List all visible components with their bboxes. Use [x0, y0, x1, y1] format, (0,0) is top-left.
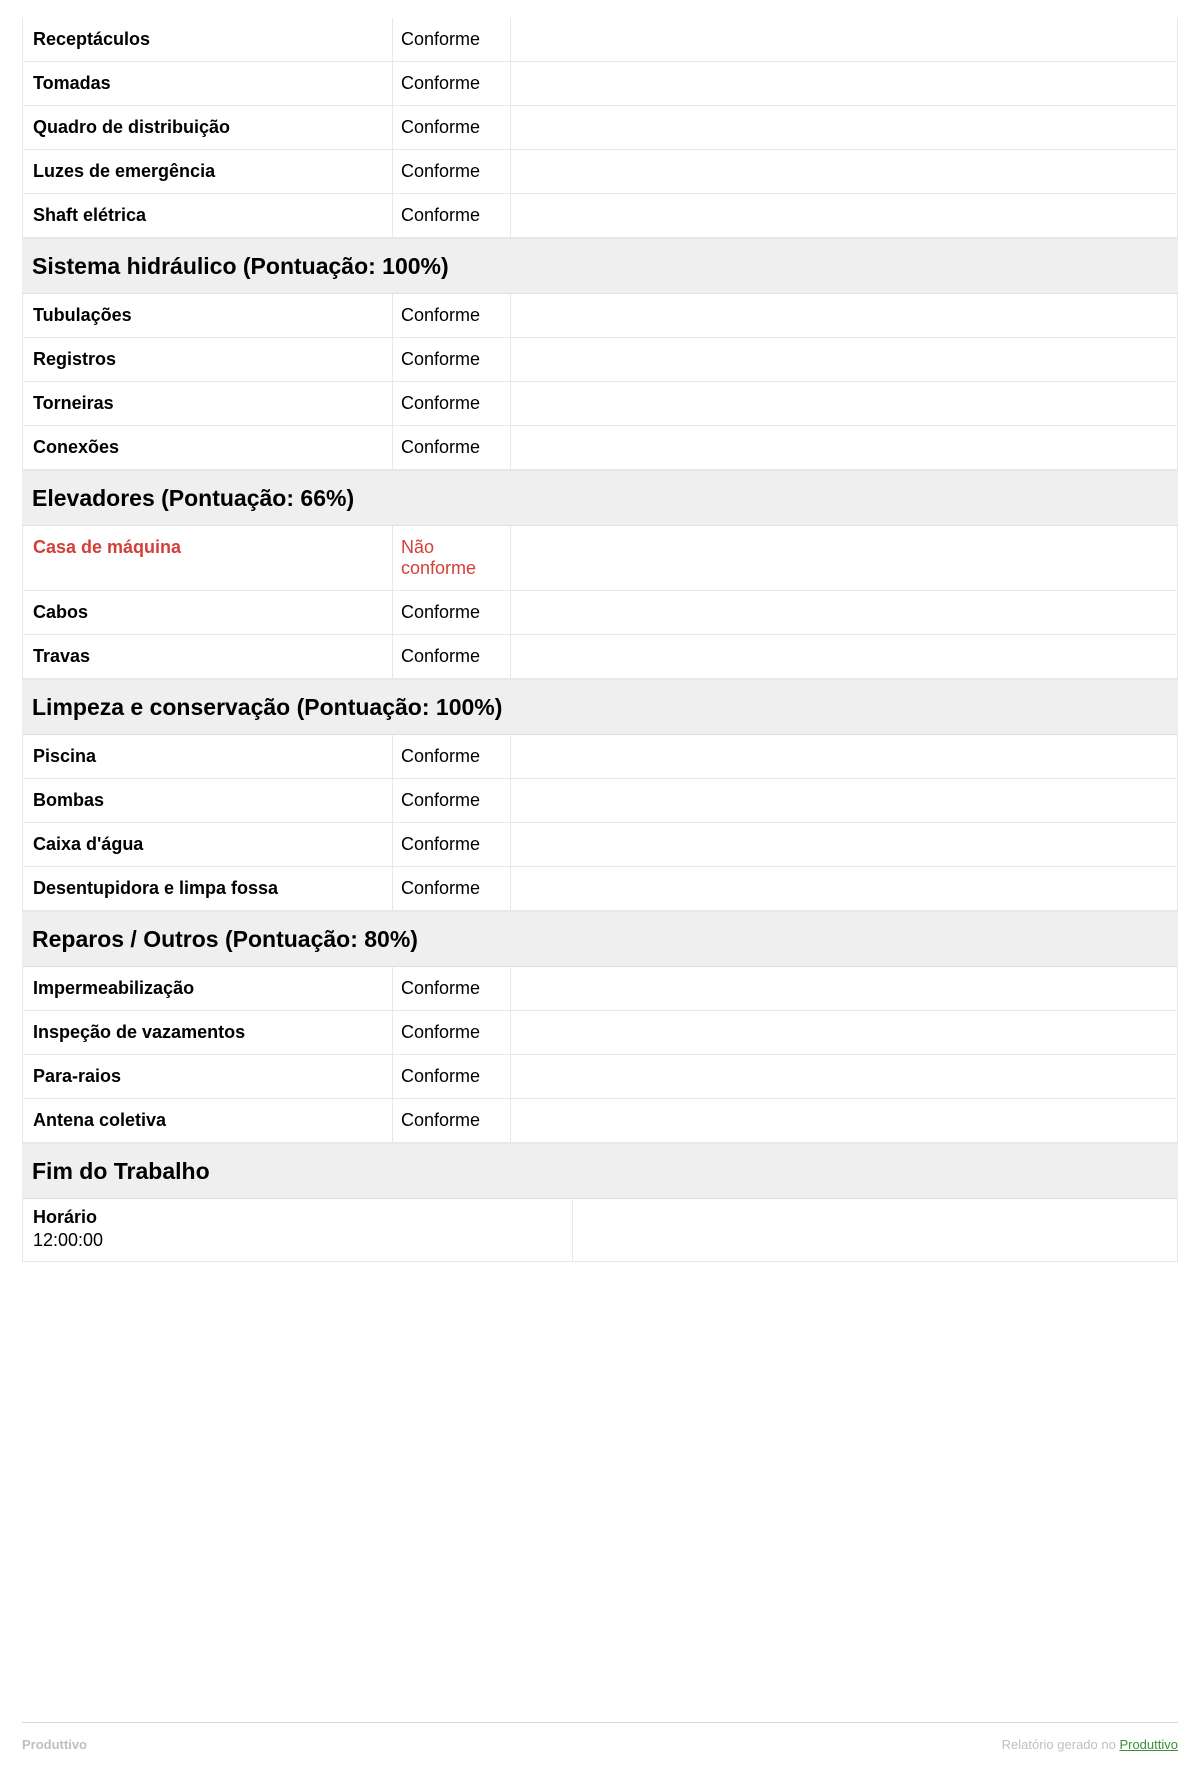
row-label: Quadro de distribuição: [23, 106, 393, 149]
row-status: Conforme: [393, 1099, 511, 1142]
table-row: Luzes de emergênciaConforme: [23, 149, 1177, 193]
table-row: Caixa d'águaConforme: [23, 822, 1177, 866]
row-label: Luzes de emergência: [23, 150, 393, 193]
table-row: TubulaçõesConforme: [23, 294, 1177, 337]
fim-field-label: Horário: [33, 1207, 562, 1228]
row-status: Conforme: [393, 735, 511, 778]
fim-info-block: Horário 12:00:00: [22, 1199, 1178, 1262]
row-rest: [511, 591, 1177, 634]
footer-link[interactable]: Produttivo: [1119, 1737, 1178, 1752]
row-status: Conforme: [393, 591, 511, 634]
row-status: Conforme: [393, 1055, 511, 1098]
section-table: Casa de máquinaNão conformeCabosConforme…: [22, 526, 1178, 679]
section-header-fim: Fim do Trabalho: [22, 1143, 1178, 1199]
section-header: Sistema hidráulico (Pontuação: 100%): [22, 238, 1178, 294]
table-row: ReceptáculosConforme: [23, 18, 1177, 61]
table-row: Antena coletivaConforme: [23, 1098, 1177, 1142]
row-label: Tomadas: [23, 62, 393, 105]
row-label: Receptáculos: [23, 18, 393, 61]
footer: Produttivo Relatório gerado no Produttiv…: [22, 1723, 1178, 1752]
table-row: TorneirasConforme: [23, 381, 1177, 425]
row-rest: [511, 62, 1177, 105]
row-rest: [511, 967, 1177, 1010]
row-label: Torneiras: [23, 382, 393, 425]
row-label: Travas: [23, 635, 393, 678]
row-rest: [511, 338, 1177, 381]
row-status: Conforme: [393, 338, 511, 381]
row-rest: [511, 1099, 1177, 1142]
row-rest: [511, 382, 1177, 425]
top-rows-table: ReceptáculosConformeTomadasConformeQuadr…: [22, 18, 1178, 238]
footer-right: Relatório gerado no Produttivo: [1002, 1737, 1178, 1752]
row-status: Conforme: [393, 106, 511, 149]
fim-info-cell: Horário 12:00:00: [23, 1199, 573, 1261]
row-rest: [511, 194, 1177, 237]
row-status: Conforme: [393, 294, 511, 337]
section-header: Elevadores (Pontuação: 66%): [22, 470, 1178, 526]
table-row: CabosConforme: [23, 590, 1177, 634]
row-rest: [511, 294, 1177, 337]
row-label: Tubulações: [23, 294, 393, 337]
row-status: Conforme: [393, 1011, 511, 1054]
table-row: Para-raiosConforme: [23, 1054, 1177, 1098]
table-row: Shaft elétricaConforme: [23, 193, 1177, 237]
row-status: Conforme: [393, 18, 511, 61]
table-row: TomadasConforme: [23, 61, 1177, 105]
row-label: Antena coletiva: [23, 1099, 393, 1142]
section-header: Limpeza e conservação (Pontuação: 100%): [22, 679, 1178, 735]
footer-right-prefix: Relatório gerado no: [1002, 1737, 1120, 1752]
row-rest: [511, 150, 1177, 193]
row-label: Cabos: [23, 591, 393, 634]
row-status: Conforme: [393, 635, 511, 678]
row-label: Bombas: [23, 779, 393, 822]
table-row: PiscinaConforme: [23, 735, 1177, 778]
row-label: Conexões: [23, 426, 393, 469]
row-label: Inspeção de vazamentos: [23, 1011, 393, 1054]
row-status: Conforme: [393, 150, 511, 193]
row-status: Conforme: [393, 823, 511, 866]
table-row: ConexõesConforme: [23, 425, 1177, 469]
section-table: TubulaçõesConformeRegistrosConformeTorne…: [22, 294, 1178, 470]
table-row: ImpermeabilizaçãoConforme: [23, 967, 1177, 1010]
row-rest: [511, 106, 1177, 149]
section-table: PiscinaConformeBombasConformeCaixa d'águ…: [22, 735, 1178, 911]
row-status: Conforme: [393, 867, 511, 910]
row-rest: [511, 823, 1177, 866]
table-row: RegistrosConforme: [23, 337, 1177, 381]
row-label: Piscina: [23, 735, 393, 778]
section-header: Reparos / Outros (Pontuação: 80%): [22, 911, 1178, 967]
table-row: BombasConforme: [23, 778, 1177, 822]
row-label: Para-raios: [23, 1055, 393, 1098]
row-rest: [511, 635, 1177, 678]
row-rest: [511, 426, 1177, 469]
row-rest: [511, 1055, 1177, 1098]
table-row: TravasConforme: [23, 634, 1177, 678]
row-status: Conforme: [393, 62, 511, 105]
footer-left: Produttivo: [22, 1737, 87, 1752]
section-table: ImpermeabilizaçãoConformeInspeção de vaz…: [22, 967, 1178, 1143]
row-status: Conforme: [393, 967, 511, 1010]
table-row: Quadro de distribuiçãoConforme: [23, 105, 1177, 149]
row-status: Conforme: [393, 426, 511, 469]
row-rest: [511, 779, 1177, 822]
row-label: Registros: [23, 338, 393, 381]
table-row: Casa de máquinaNão conforme: [23, 526, 1177, 590]
row-status: Conforme: [393, 194, 511, 237]
row-status: Conforme: [393, 779, 511, 822]
row-rest: [511, 526, 1177, 590]
fim-field-value: 12:00:00: [33, 1230, 562, 1251]
row-rest: [511, 867, 1177, 910]
row-label: Impermeabilização: [23, 967, 393, 1010]
row-status: Não conforme: [393, 526, 511, 590]
row-label: Desentupidora e limpa fossa: [23, 867, 393, 910]
row-rest: [511, 18, 1177, 61]
row-label: Casa de máquina: [23, 526, 393, 590]
row-label: Shaft elétrica: [23, 194, 393, 237]
row-status: Conforme: [393, 382, 511, 425]
row-label: Caixa d'água: [23, 823, 393, 866]
row-rest: [511, 1011, 1177, 1054]
table-row: Desentupidora e limpa fossaConforme: [23, 866, 1177, 910]
row-rest: [511, 735, 1177, 778]
table-row: Inspeção de vazamentosConforme: [23, 1010, 1177, 1054]
